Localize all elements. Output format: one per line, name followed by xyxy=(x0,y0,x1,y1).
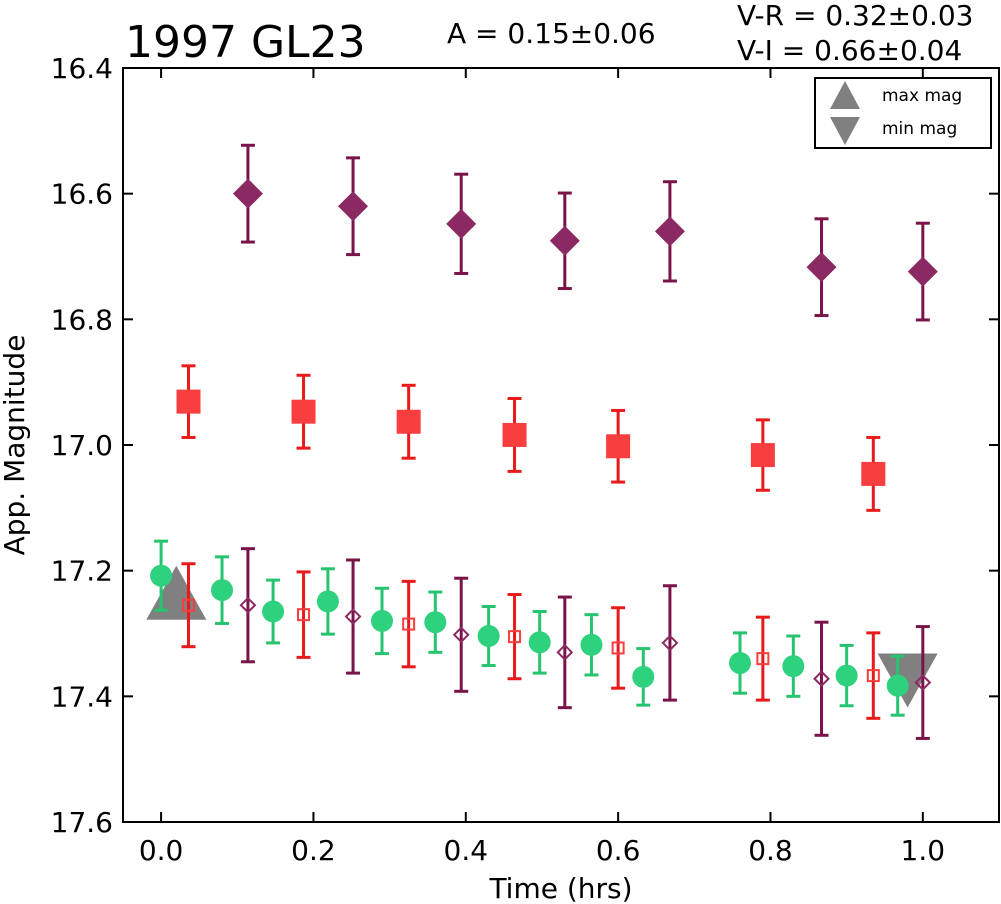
data-point xyxy=(907,256,938,287)
series-0 xyxy=(232,143,938,322)
y-tick-label: 17.6 xyxy=(51,806,113,839)
data-point xyxy=(477,625,500,648)
data-point xyxy=(344,608,362,625)
legend-max-marker xyxy=(830,81,860,109)
data-point xyxy=(402,617,416,631)
y-tick-label: 16.6 xyxy=(51,178,113,211)
y-axis-label: App. Magnitude xyxy=(0,335,31,556)
data-point xyxy=(756,652,770,666)
data-point xyxy=(502,422,527,447)
data-point xyxy=(886,674,909,697)
series-3 xyxy=(181,562,881,720)
legend: max mag min mag xyxy=(814,77,992,149)
amplitude-annotation: A = 0.15±0.06 xyxy=(447,17,656,50)
data-point xyxy=(452,626,470,644)
x-tick-label: 0.8 xyxy=(748,834,793,867)
x-tick-label: 0.4 xyxy=(444,834,489,867)
data-point xyxy=(262,600,285,623)
data-point xyxy=(549,225,580,256)
data-point xyxy=(338,191,369,222)
data-point xyxy=(446,208,477,239)
y-tick-label: 17.0 xyxy=(51,429,113,462)
data-point xyxy=(232,178,263,209)
legend-label-min: min mag xyxy=(882,119,957,139)
legend-label-max: max mag xyxy=(882,86,962,106)
data-point xyxy=(508,630,522,644)
data-point xyxy=(861,461,886,486)
data-point xyxy=(611,641,625,655)
data-point xyxy=(835,664,858,687)
x-tick-label: 0.6 xyxy=(596,834,641,867)
data-point xyxy=(291,399,316,424)
legend-min-marker xyxy=(830,117,860,145)
data-point xyxy=(914,674,932,691)
x-axis: 0.0 0.2 0.4 0.6 0.8 1.0 xyxy=(139,68,945,867)
data-point xyxy=(750,443,775,468)
color-index-vr: V-R = 0.32±0.03 xyxy=(737,0,973,32)
data-point xyxy=(782,655,805,678)
data-point xyxy=(150,564,173,587)
data-point xyxy=(370,609,393,632)
data-point xyxy=(729,652,752,675)
y-tick-label: 16.8 xyxy=(51,303,113,336)
data-point xyxy=(866,669,880,683)
x-tick-label: 0.2 xyxy=(291,834,336,867)
data-point xyxy=(606,434,631,459)
data-point xyxy=(316,590,339,613)
data-point xyxy=(556,643,574,661)
x-axis-label: Time (hrs) xyxy=(488,872,632,904)
data-point xyxy=(813,670,830,688)
y-tick-label: 16.4 xyxy=(51,52,113,85)
data-point xyxy=(396,409,421,434)
data-point xyxy=(176,389,201,414)
y-axis: 16.4 16.6 16.8 17.0 17.2 17.4 17.6 xyxy=(51,52,999,839)
data-point xyxy=(424,611,447,634)
chart-title: 1997 GL23 xyxy=(125,17,366,68)
data-point xyxy=(528,631,551,654)
data-point xyxy=(632,665,655,688)
data-point xyxy=(580,633,603,656)
series-2 xyxy=(150,539,909,717)
data-point xyxy=(297,608,311,622)
color-index-vi: V-I = 0.66±0.04 xyxy=(737,34,962,67)
data-point xyxy=(661,634,679,652)
data-point xyxy=(182,598,196,612)
plot-marks xyxy=(146,143,938,740)
series-1 xyxy=(176,364,886,512)
y-tick-label: 17.2 xyxy=(51,555,113,588)
data-point xyxy=(211,579,234,602)
x-tick-label: 0.0 xyxy=(139,834,184,867)
data-point xyxy=(654,216,685,247)
y-tick-label: 17.4 xyxy=(51,680,113,713)
data-point xyxy=(239,596,257,614)
data-point xyxy=(806,252,837,283)
series-4 xyxy=(239,547,932,740)
x-tick-label: 1.0 xyxy=(901,834,946,867)
